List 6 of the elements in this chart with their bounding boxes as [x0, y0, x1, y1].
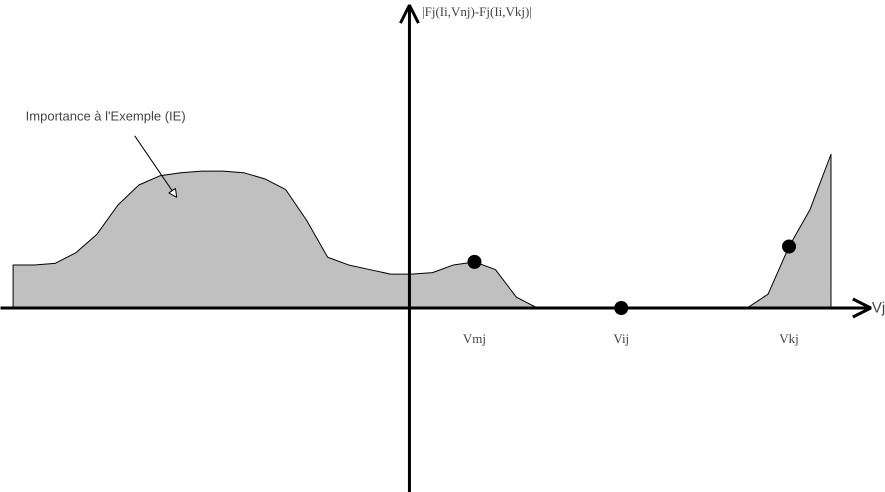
x-tick-label: Vij	[613, 331, 630, 346]
text: Importance à l'Exemple (IE)	[26, 108, 186, 124]
x-axis-title: Vj	[872, 300, 885, 316]
text: |Fj(Ii,Vnj)-Fj(Ii,Vkj)|	[422, 4, 532, 19]
x-tick-label: Vkj	[779, 331, 799, 346]
x-tick-label: Vmj	[462, 331, 486, 346]
